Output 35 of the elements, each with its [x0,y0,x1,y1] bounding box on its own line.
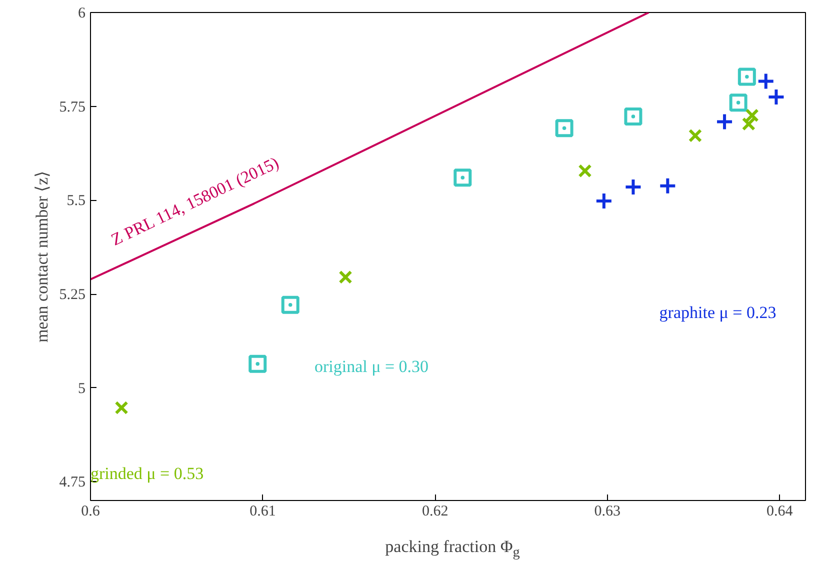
point [454,168,472,187]
point [756,72,775,90]
point [742,117,756,131]
point [658,176,677,195]
y-tick-label: 6 [78,6,86,22]
point [729,94,748,112]
text: graphite μ = 0.23 [659,303,776,322]
point [248,354,267,373]
x-tick-label: 0.61 [250,504,276,520]
point [716,112,734,131]
point [738,68,756,86]
y-tick-label: 5.75 [59,99,86,116]
x-tick-label: 0.63 [594,504,620,520]
x-axis-title: packing fraction Φ$_{g}$ [385,536,520,562]
point [338,270,352,284]
text: original μ = 0.30 [314,357,429,376]
text: grinded μ = 0.53 [90,464,204,483]
point [555,119,574,138]
point [578,164,592,178]
point [688,128,702,142]
x-tick-label: 0.62 [422,504,448,520]
y-axis-title: mean contact number ⟨z⟩ [32,170,52,343]
x-tick-label: 0.6 [81,504,100,520]
x-tick-label: 0.64 [766,504,794,520]
y-tick-label: 5.5 [66,193,86,210]
point [281,296,300,314]
y-tick-label: 5 [78,380,86,397]
point [745,108,759,122]
point [594,192,613,210]
y-tick-label: 5.25 [59,287,86,304]
point [114,400,128,415]
y-tick-label: 4.75 [59,474,86,491]
point [624,107,642,126]
point [624,178,642,196]
point [767,88,786,106]
